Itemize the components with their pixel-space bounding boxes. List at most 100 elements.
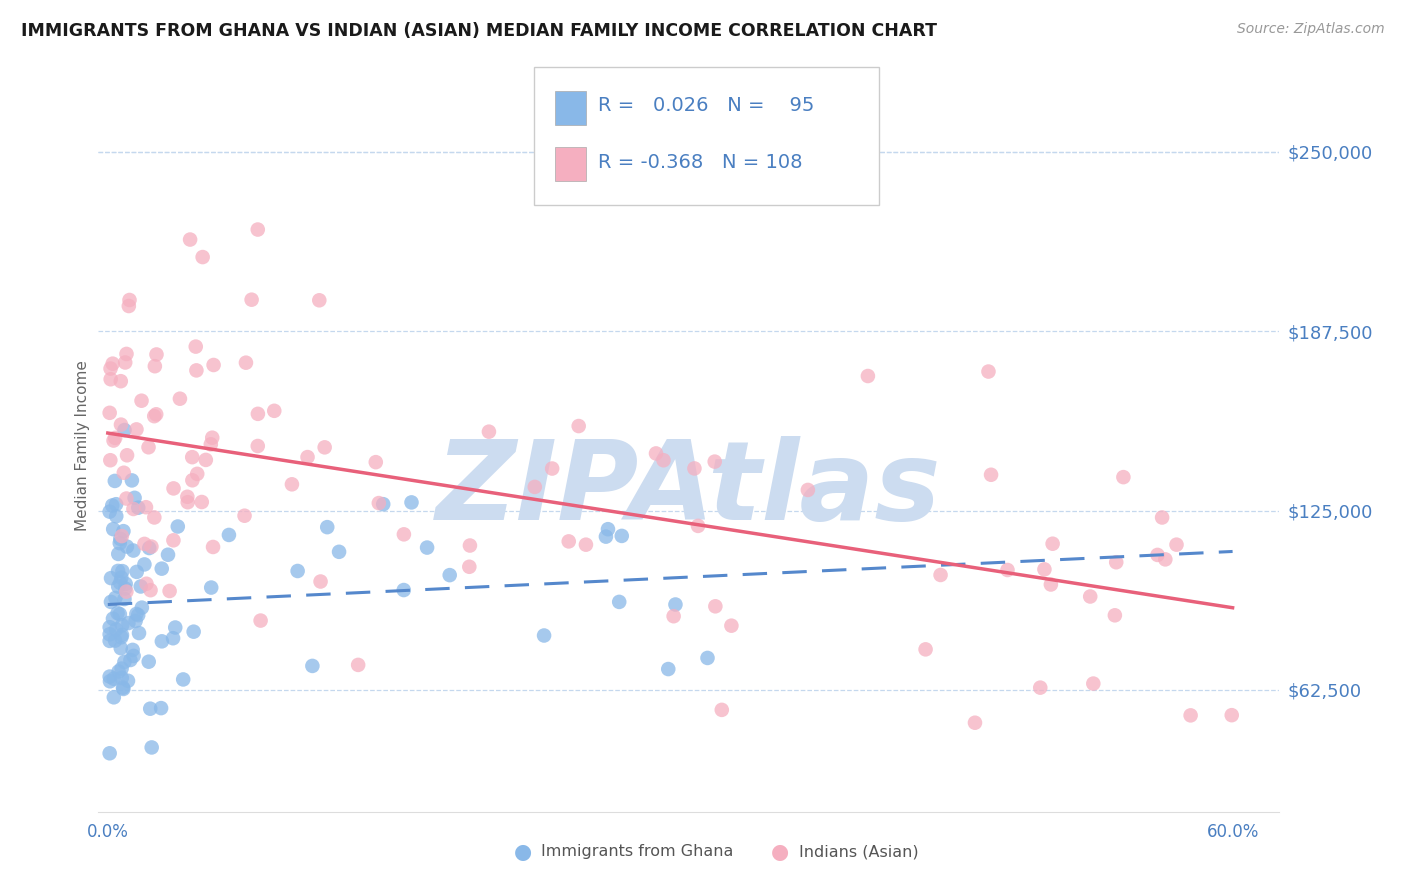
Point: [150, 634, 173, 648]
Point: [176, 490, 198, 504]
Point: [100, 372, 122, 386]
Point: [218, 528, 240, 542]
Point: [107, 580, 129, 594]
Point: [162, 482, 184, 496]
Point: [150, 701, 173, 715]
Point: [121, 643, 143, 657]
Point: [683, 461, 706, 475]
Point: [200, 437, 222, 451]
Point: [1105, 555, 1128, 569]
Point: [596, 522, 619, 536]
Text: IMMIGRANTS FROM GHANA VS INDIAN (ASIAN) MEDIAN FAMILY INCOME CORRELATION CHART: IMMIGRANTS FROM GHANA VS INDIAN (ASIAN) …: [21, 22, 936, 40]
Point: [478, 425, 501, 439]
Point: [1154, 552, 1177, 566]
Point: [263, 404, 285, 418]
Point: [401, 495, 423, 509]
Point: [125, 607, 148, 621]
Point: [105, 509, 128, 524]
Point: [1146, 548, 1168, 562]
Point: [141, 740, 163, 755]
Point: [233, 508, 256, 523]
Point: [98, 406, 121, 420]
Point: [316, 520, 339, 534]
Point: [1152, 510, 1174, 524]
Point: [308, 293, 330, 308]
Point: [110, 374, 132, 388]
Point: [107, 564, 129, 578]
Point: [914, 642, 936, 657]
Point: [364, 455, 387, 469]
Point: [101, 357, 124, 371]
Point: [129, 579, 152, 593]
Point: [135, 500, 157, 515]
Point: [98, 633, 121, 648]
Point: [202, 358, 225, 372]
Text: R =   0.026   N =    95: R = 0.026 N = 95: [598, 95, 814, 115]
Point: [186, 467, 208, 481]
Text: ●: ●: [772, 842, 789, 862]
Point: [1042, 537, 1064, 551]
Point: [202, 540, 225, 554]
Point: [575, 538, 598, 552]
Point: [607, 595, 630, 609]
Point: [131, 600, 153, 615]
Point: [112, 466, 135, 480]
Point: [110, 417, 132, 432]
Point: [645, 446, 668, 460]
Point: [124, 614, 146, 628]
Point: [101, 499, 124, 513]
Point: [128, 626, 150, 640]
Point: [111, 564, 134, 578]
Point: [166, 519, 188, 533]
Point: [104, 474, 127, 488]
Point: [125, 422, 148, 436]
Point: [367, 496, 389, 510]
Point: [523, 480, 546, 494]
Point: [104, 591, 127, 605]
Point: [686, 519, 709, 533]
Point: [1166, 538, 1188, 552]
Point: [104, 431, 127, 445]
Point: [100, 571, 122, 585]
Point: [392, 582, 415, 597]
Point: [139, 701, 162, 715]
Point: [201, 431, 224, 445]
Point: [115, 491, 138, 506]
Point: [246, 222, 269, 236]
Point: [181, 473, 204, 487]
Point: [235, 356, 257, 370]
Point: [110, 532, 132, 546]
Point: [664, 598, 686, 612]
Point: [1039, 577, 1062, 591]
Point: [458, 559, 481, 574]
Point: [720, 618, 742, 632]
Point: [115, 540, 138, 554]
Point: [134, 537, 156, 551]
Text: R = -0.368   N = 108: R = -0.368 N = 108: [598, 153, 801, 172]
Point: [797, 483, 820, 497]
Y-axis label: Median Family Income: Median Family Income: [75, 360, 90, 532]
Point: [127, 500, 149, 515]
Point: [143, 510, 166, 524]
Point: [373, 497, 395, 511]
Point: [114, 355, 136, 369]
Point: [111, 618, 134, 632]
Point: [110, 641, 132, 656]
Point: [124, 491, 146, 505]
Point: [1104, 608, 1126, 623]
Point: [1180, 708, 1202, 723]
Point: [558, 534, 581, 549]
Point: [127, 608, 149, 623]
Point: [165, 620, 187, 634]
Point: [980, 467, 1002, 482]
Point: [103, 522, 125, 536]
Point: [314, 441, 336, 455]
Point: [145, 347, 167, 361]
Point: [103, 672, 125, 686]
Point: [107, 665, 129, 679]
Text: Indians (Asian): Indians (Asian): [799, 845, 918, 859]
Point: [191, 495, 214, 509]
Point: [138, 440, 160, 454]
Point: [145, 407, 167, 421]
Point: [143, 409, 166, 424]
